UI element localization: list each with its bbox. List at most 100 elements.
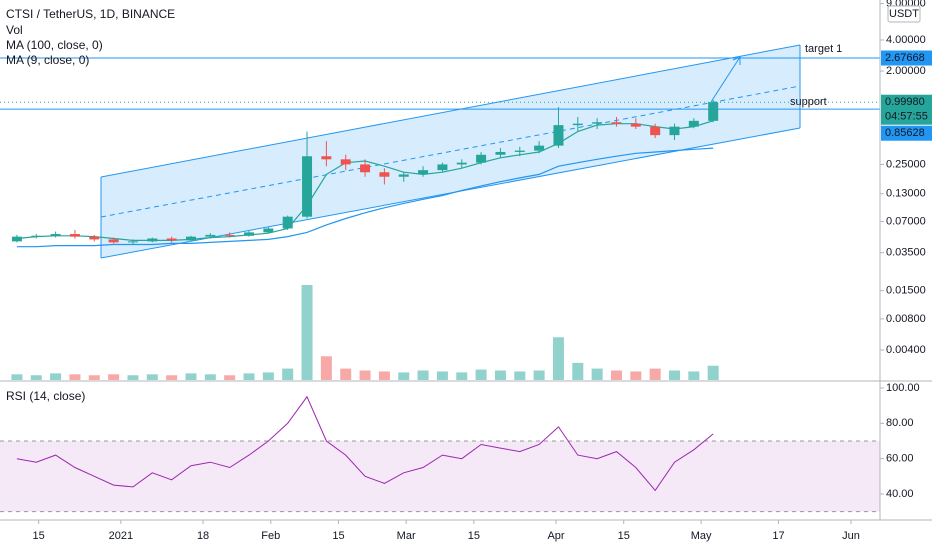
volume-bar [301, 285, 313, 380]
volume-bar [204, 374, 216, 380]
candle-body [224, 234, 235, 236]
candle-body [205, 234, 216, 237]
candle-body [244, 232, 255, 236]
volume-bar [243, 373, 255, 380]
price-tag-label: 2.67668 [885, 52, 925, 64]
annotation: support [790, 96, 827, 108]
candle-body [69, 234, 80, 237]
rsi-band [0, 440, 880, 512]
candle-body [398, 174, 409, 177]
volume-bar [649, 368, 661, 380]
y-tick-label: 0.25000 [886, 158, 926, 170]
x-tick-label: 15 [332, 530, 344, 542]
candle-body [514, 150, 525, 152]
candle-body [302, 156, 313, 217]
x-tick-label: Mar [397, 530, 416, 542]
volume-bar [610, 370, 622, 380]
countdown: 04:57:55 [885, 111, 928, 123]
y-tick-label: 80.00 [886, 417, 914, 429]
volume-bar [88, 375, 100, 380]
volume-bar [630, 371, 642, 380]
candle-body [166, 238, 177, 241]
y-tick-label: 40.00 [886, 488, 914, 500]
y-tick-label: 0.01500 [886, 285, 926, 297]
candle-body [127, 241, 138, 243]
candle-body [553, 125, 564, 146]
y-tick-label: 0.13000 [886, 188, 926, 200]
volume-bar [707, 365, 719, 380]
y-tick-label: 60.00 [886, 453, 914, 465]
candle-body [147, 238, 158, 242]
candle-body [418, 170, 429, 175]
candle-body [379, 172, 390, 177]
volume-bar [262, 372, 274, 380]
x-tick-label: 2021 [109, 530, 133, 542]
candle-body [708, 102, 719, 121]
legend-entry: Vol [6, 23, 23, 37]
volume-bar [224, 375, 236, 380]
rsi-line [16, 395, 714, 492]
y-tick-label: 0.00400 [886, 344, 926, 356]
y-tick-label: 100.00 [886, 382, 920, 394]
y-tick-label: 2.00000 [886, 65, 926, 77]
candle-body [108, 239, 119, 243]
volume-bar [108, 374, 120, 380]
x-tick-label: 15 [618, 530, 630, 542]
y-tick-label: 0.07000 [886, 215, 926, 227]
x-tick-label: 17 [772, 530, 784, 542]
candle-body [437, 164, 448, 171]
target-arrow [710, 56, 741, 103]
volume-bar [146, 374, 158, 380]
volume-bar [514, 371, 526, 380]
channel-upper [100, 44, 801, 178]
candle-body [611, 122, 622, 124]
candle-body [50, 234, 61, 236]
volume-bar [127, 375, 139, 380]
x-tick-label: May [691, 530, 712, 542]
candle-body [630, 123, 641, 127]
candle-body [31, 235, 42, 237]
volume-bar [494, 370, 506, 380]
volume-bar [533, 370, 545, 380]
x-tick-label: Jun [842, 530, 860, 542]
candle-body [495, 151, 506, 155]
ma-line [16, 147, 714, 248]
price-tag-label: 0.85628 [885, 127, 925, 139]
candle-body [89, 236, 100, 240]
candle-body [360, 164, 371, 173]
candle-body [321, 156, 332, 160]
channel-mid [100, 85, 801, 218]
y-tick-label: 0.03500 [886, 247, 926, 259]
volume-bar [282, 368, 294, 380]
candle-body [456, 162, 467, 165]
volume-bar [475, 369, 487, 380]
chart-title: CTSI / TetherUS, 1D, BINANCE [6, 7, 175, 21]
volume-bar [50, 373, 62, 380]
price-tag [881, 94, 932, 125]
volume-bar [185, 373, 197, 380]
volume-bar [456, 372, 468, 380]
y-tick-label: 4.00000 [886, 34, 926, 46]
volume-bar [417, 370, 429, 380]
candle-body [688, 120, 699, 127]
price-tag [881, 50, 932, 66]
currency-box [887, 5, 921, 23]
candle-body [476, 154, 487, 163]
volume-bar [572, 362, 584, 380]
legend-entry: MA (100, close, 0) [6, 38, 103, 52]
price-tag-label: 0.99980 [885, 96, 925, 108]
candle-body [282, 216, 293, 229]
candle-body [185, 236, 196, 241]
candle-body [263, 228, 274, 233]
candle-body [340, 159, 351, 165]
volume-bar [166, 375, 178, 380]
candle-body [572, 123, 583, 126]
volume-bar [359, 370, 371, 380]
volume-bar [552, 337, 564, 380]
x-tick-label: 15 [468, 530, 480, 542]
candle-body [534, 145, 545, 151]
volume-bar [340, 368, 352, 380]
volume-bar [436, 371, 448, 380]
